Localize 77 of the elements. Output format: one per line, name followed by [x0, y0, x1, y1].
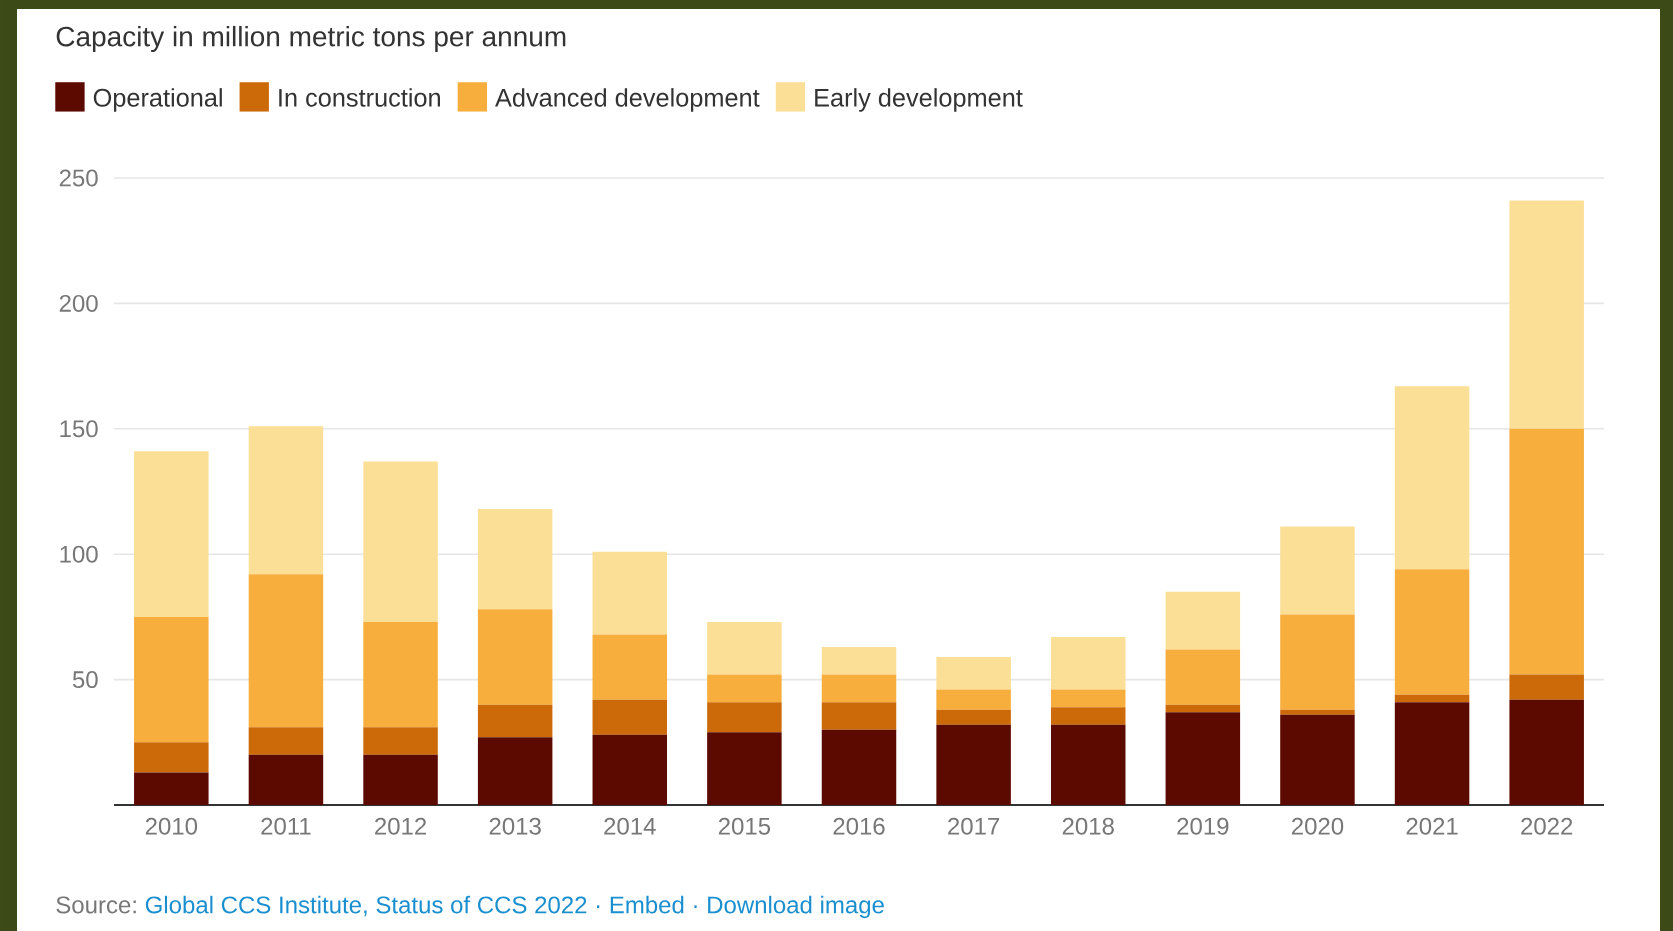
legend-label: In construction — [279, 88, 440, 107]
bar — [1394, 694, 1470, 703]
bar — [477, 704, 553, 738]
bar — [936, 724, 1011, 805]
bar — [1280, 714, 1355, 805]
bar — [936, 709, 1011, 725]
bar — [1394, 569, 1470, 695]
bar — [592, 699, 668, 735]
bar — [248, 754, 324, 805]
bar — [1280, 526, 1355, 615]
bar — [363, 727, 438, 755]
x-tick-label: 2012 — [375, 817, 427, 835]
bar — [477, 609, 553, 705]
bar — [1509, 674, 1584, 700]
bar — [134, 616, 209, 743]
x-tick-label: 2022 — [1521, 817, 1573, 835]
bar — [134, 742, 209, 773]
x-tick-label: 2017 — [948, 817, 1000, 835]
bar — [248, 727, 324, 755]
bar — [1509, 428, 1584, 675]
bar — [1050, 707, 1126, 725]
bar — [1165, 704, 1241, 713]
bar — [1280, 709, 1355, 715]
bar — [592, 734, 668, 805]
bar — [707, 674, 782, 703]
y-tick-label: 150 — [60, 420, 98, 438]
x-tick-label: 2016 — [833, 817, 885, 835]
x-tick-label: 2014 — [604, 817, 656, 835]
y-tick-label: 250 — [59, 169, 98, 187]
chart-title: Capacity in million metric tons per annum — [56, 25, 566, 53]
bar — [936, 689, 1011, 710]
bar — [1394, 386, 1470, 570]
x-tick-label: 2011 — [261, 817, 311, 835]
bar — [248, 426, 324, 575]
bar — [248, 574, 324, 728]
bar — [1050, 636, 1126, 690]
text: Global CCS Institute, Status of CCS 2022 · Embed · Download image — [145, 895, 884, 919]
bar — [821, 646, 897, 675]
y-tick-label: 100 — [60, 545, 98, 563]
bar — [936, 657, 1011, 690]
x-tick-label: 2018 — [1062, 817, 1114, 835]
bar — [477, 737, 553, 805]
bar — [1394, 702, 1470, 805]
y-tick-label: 50 — [72, 671, 98, 689]
bar — [1280, 614, 1355, 710]
legend-label: Operational — [93, 88, 222, 112]
bar — [1509, 699, 1584, 805]
bar — [1509, 200, 1584, 429]
bar — [134, 451, 209, 617]
bar — [821, 674, 897, 703]
source-note: Source: — [56, 896, 136, 914]
bar — [707, 621, 782, 675]
bar — [363, 754, 438, 805]
y-tick-label: 200 — [59, 294, 98, 312]
bar — [1165, 712, 1241, 805]
x-tick-label: 2010 — [145, 817, 198, 835]
legend-label: Early development — [815, 88, 1023, 112]
x-tick-label: 2013 — [489, 817, 541, 835]
bar — [1050, 724, 1126, 805]
bar — [821, 702, 897, 730]
bar — [1165, 649, 1241, 705]
bar — [477, 509, 553, 610]
legend-label: Advanced development — [495, 88, 760, 112]
x-tick-label: 2020 — [1291, 817, 1344, 835]
bar — [707, 732, 782, 805]
bar — [363, 621, 438, 728]
bar — [592, 634, 668, 700]
bar — [1050, 689, 1126, 708]
bar — [363, 461, 438, 622]
bar — [707, 702, 782, 733]
bar — [1165, 591, 1241, 650]
bar — [134, 772, 209, 805]
bar — [821, 729, 897, 805]
x-tick-label: 2021 — [1406, 817, 1458, 835]
bar — [592, 551, 668, 635]
x-tick-label: 2019 — [1177, 817, 1229, 835]
x-tick-label: 2015 — [718, 817, 771, 835]
